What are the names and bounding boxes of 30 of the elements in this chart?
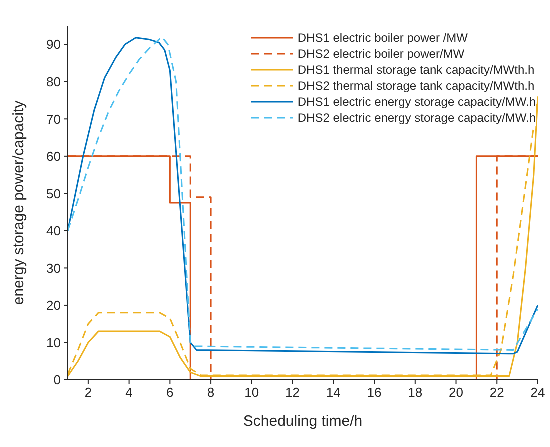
x-tick-label: 10 xyxy=(244,385,260,400)
y-tick-label: 20 xyxy=(46,298,61,314)
legend-label: DHS1 thermal storage tank capacity/MWth.h xyxy=(298,63,535,77)
x-tick-label: 8 xyxy=(207,385,215,400)
legend-label: DHS2 electric boiler power/MW xyxy=(298,47,465,61)
x-tick-label: 4 xyxy=(126,385,133,400)
x-tick-label: 16 xyxy=(367,385,382,400)
y-tick-label: 40 xyxy=(46,224,61,239)
legend-label: DHS1 electric boiler power /MW xyxy=(298,31,468,45)
legend-label: DHS2 electric energy storage capacity/MW.h xyxy=(298,111,536,125)
y-tick-label: 0 xyxy=(54,372,61,388)
y-axis-title: energy storage power/capacity xyxy=(10,100,28,306)
y-tick-label: 70 xyxy=(46,112,61,127)
y-tick-label: 10 xyxy=(46,335,61,350)
x-tick-label: 22 xyxy=(490,385,504,400)
y-tick-label: 60 xyxy=(46,149,61,164)
y-tick-label: 90 xyxy=(46,37,61,52)
x-tick-label: 20 xyxy=(449,385,464,400)
x-tick-label: 24 xyxy=(530,385,546,400)
x-tick-label: 2 xyxy=(84,385,92,400)
y-tick-label: 50 xyxy=(46,186,61,202)
x-axis-title: Scheduling time/h xyxy=(243,413,363,430)
y-tick-label: 80 xyxy=(46,74,61,90)
x-tick-label: 12 xyxy=(286,385,300,400)
legend-label: DHS2 thermal storage tank capacity/MWth.h xyxy=(298,79,535,93)
x-tick-label: 18 xyxy=(408,385,423,400)
x-tick-label: 6 xyxy=(166,385,174,400)
x-tick-label: 14 xyxy=(326,385,341,400)
y-tick-label: 30 xyxy=(46,260,61,276)
legend-label: DHS1 electric energy storage capacity/MW.h xyxy=(298,95,536,109)
